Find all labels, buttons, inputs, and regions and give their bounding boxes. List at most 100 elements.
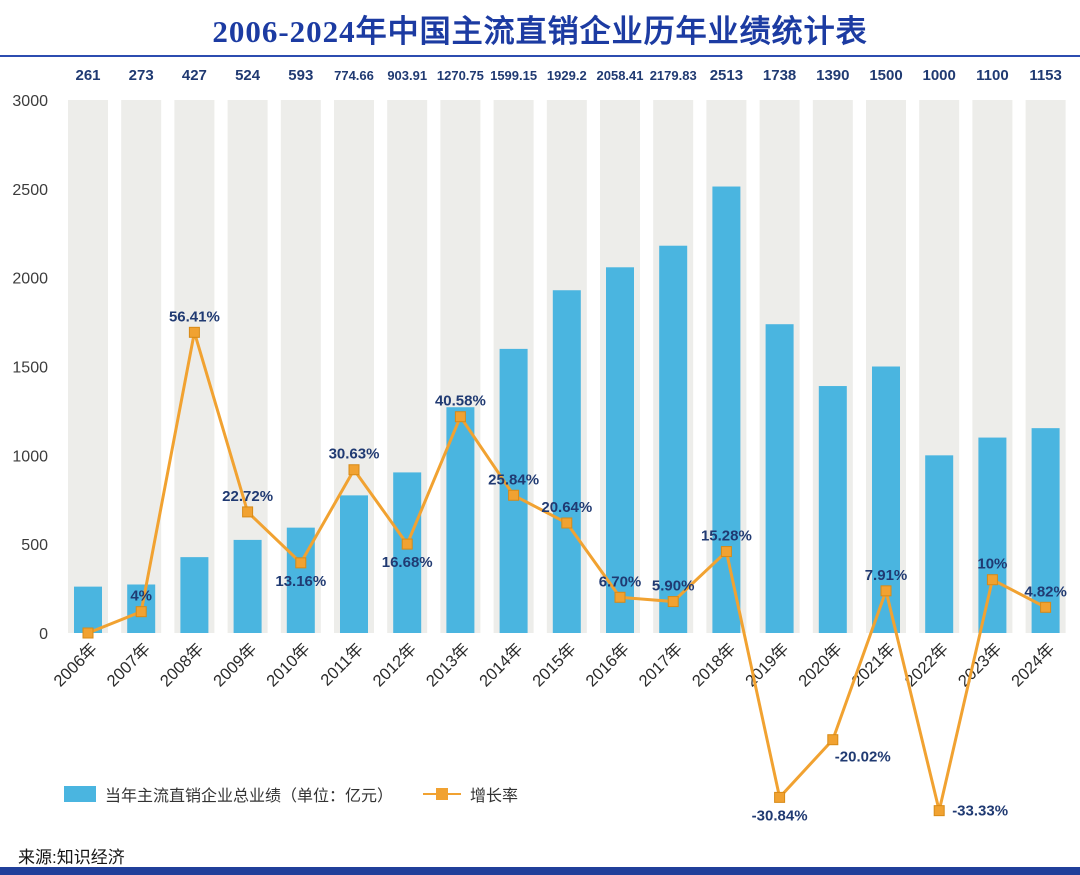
bar-value-label: 427	[182, 67, 207, 84]
x-axis-label: 2008年	[156, 639, 207, 690]
bar-value-label: 1100	[976, 67, 1009, 84]
bar-value-label: 1000	[923, 67, 956, 84]
bar-value-label: 1929.2	[547, 68, 587, 83]
bar-2011年	[340, 495, 368, 633]
y-tick-label: 500	[21, 537, 48, 554]
growth-marker-2009年	[242, 506, 254, 518]
bar-value-label: 1599.15	[490, 68, 537, 83]
legend-item-bars: 当年主流直销企业总业绩（单位：亿元）	[64, 782, 393, 806]
growth-value-label: 13.16%	[275, 573, 326, 590]
growth-value-label: 10%	[977, 556, 1007, 573]
bar-2018年	[712, 186, 741, 633]
growth-value-label: -33.33%	[952, 803, 1008, 820]
bar-value-label: 2179.83	[650, 68, 697, 83]
bar-2024年	[1031, 428, 1060, 633]
source-note: 来源:知识经济	[18, 848, 125, 867]
growth-marker-2006年	[82, 627, 94, 639]
growth-marker-2021年	[880, 585, 892, 597]
growth-value-label: 20.64%	[541, 499, 592, 516]
x-axis-label: 2018年	[688, 639, 739, 690]
y-tick-label: 1000	[12, 448, 48, 465]
x-axis-label: 2013年	[422, 639, 473, 690]
x-axis-label: 2015年	[529, 639, 580, 690]
growth-marker-2015年	[561, 517, 573, 529]
bar-value-label: 1270.75	[437, 68, 484, 83]
growth-marker-2011年	[348, 464, 360, 476]
y-tick-label: 1500	[12, 360, 48, 377]
growth-value-label: 6.70%	[599, 573, 642, 590]
growth-marker-2023年	[986, 574, 998, 586]
bar-swatch-icon	[64, 786, 96, 802]
legend-bar-label: 当年主流直销企业总业绩（单位：亿元）	[105, 788, 394, 805]
x-axis-label: 2024年	[1007, 639, 1058, 690]
x-axis-label: 2006年	[50, 639, 101, 690]
bottom-accent-bar	[0, 867, 1080, 875]
bar-2012年	[393, 472, 422, 633]
bar-value-label: 1738	[763, 67, 796, 84]
growth-value-label: 56.41%	[169, 308, 220, 325]
x-axis-label: 2007年	[103, 639, 154, 690]
growth-value-label: 40.58%	[435, 393, 486, 410]
growth-marker-2010年	[295, 557, 307, 569]
bar-2023年	[978, 437, 1007, 633]
page-title: 2006-2024年中国主流直销企业历年业绩统计表	[212, 14, 868, 49]
legend-item-line: 增长率	[423, 782, 518, 806]
bar-value-label: 273	[129, 67, 154, 84]
growth-marker-2019年	[774, 791, 786, 803]
column-band	[121, 100, 162, 633]
bar-2016年	[606, 267, 634, 633]
growth-value-label: 25.84%	[488, 471, 539, 488]
y-tick-label: 2000	[12, 271, 48, 288]
growth-value-label: 4%	[130, 588, 152, 605]
growth-marker-2022年	[933, 805, 945, 817]
bar-value-label: 774.66	[334, 68, 374, 83]
line-swatch-icon	[423, 786, 462, 802]
growth-marker-2008年	[188, 326, 200, 338]
title-divider	[0, 55, 1080, 57]
growth-value-label: 22.72%	[222, 488, 273, 505]
bar-2022年	[925, 455, 954, 633]
growth-value-label: 5.90%	[652, 578, 695, 595]
bar-value-label: 593	[288, 67, 313, 84]
bar-value-label: 1390	[816, 67, 849, 84]
x-axis-label: 2021年	[848, 639, 899, 690]
column-band	[68, 100, 108, 633]
growth-marker-2014年	[508, 489, 520, 501]
growth-marker-2018年	[720, 546, 732, 558]
chart-legend: 当年主流直销企业总业绩（单位：亿元） 增长率	[64, 782, 518, 806]
bar-value-label: 2513	[710, 67, 743, 84]
bar-2019年	[765, 324, 794, 633]
x-axis-label: 2016年	[582, 639, 633, 690]
bar-2017年	[659, 245, 688, 634]
legend-line-label: 增长率	[470, 788, 519, 805]
bar-value-label: 1153	[1029, 67, 1062, 84]
growth-marker-2016年	[614, 591, 626, 603]
y-tick-label: 0	[39, 626, 48, 643]
bar-2015年	[552, 290, 581, 633]
bar-value-label: 1500	[869, 67, 902, 84]
bar-value-label: 903.91	[387, 68, 427, 83]
bar-value-label: 261	[75, 67, 100, 84]
x-axis-label: 2017年	[635, 639, 686, 690]
growth-value-label: 15.28%	[701, 528, 752, 545]
bar-2020年	[818, 386, 847, 633]
y-tick-label: 3000	[12, 93, 48, 110]
bar-2013年	[446, 407, 475, 633]
growth-value-label: 16.68%	[382, 554, 433, 571]
growth-value-label: -30.84%	[752, 807, 808, 824]
growth-marker-2024年	[1040, 601, 1052, 613]
x-axis-label: 2011年	[317, 639, 367, 689]
bar-2009年	[233, 539, 262, 633]
growth-marker-2013年	[454, 411, 466, 423]
x-axis-label: 2019年	[741, 639, 792, 690]
growth-marker-2007年	[135, 606, 147, 618]
growth-value-label: 30.63%	[329, 446, 380, 463]
growth-value-label: -20.02%	[835, 749, 891, 766]
bar-value-label: 2058.41	[597, 68, 644, 83]
x-axis-label: 2010年	[263, 639, 314, 690]
growth-marker-2012年	[401, 538, 413, 550]
growth-value-label: 4.82%	[1024, 583, 1067, 600]
x-axis-label: 2014年	[475, 639, 526, 690]
